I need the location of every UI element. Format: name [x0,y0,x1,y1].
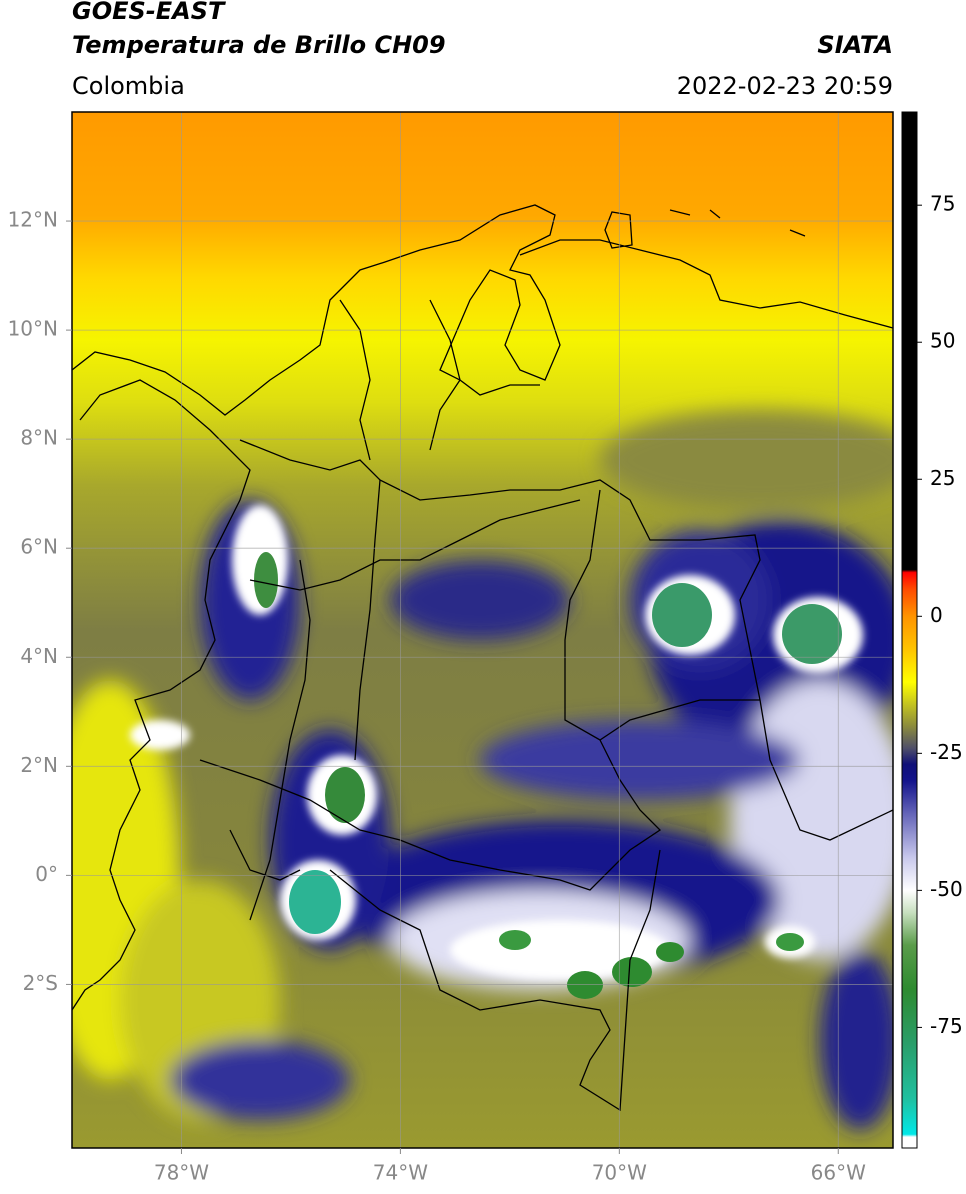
colorbar [902,112,917,1148]
x-tick-label: 66°W [811,1161,866,1185]
colorbar-tick-label: -25 [930,740,963,764]
satellite-image [72,112,893,1148]
colorbar-tick-label: -75 [930,1014,963,1038]
y-tick-label: 2°N [20,753,58,777]
grid [72,112,893,1148]
colorbar-tick-label: 0 [930,603,943,627]
region: Colombia [72,72,185,100]
datetime: 2022-02-23 20:59 [677,72,893,100]
y-tick-label: 12°N [8,208,58,232]
colorbar-tick-label: 75 [930,192,955,216]
title: GOES-EAST [72,0,226,25]
subtitle: Temperatura de Brillo CH09 [72,31,446,59]
y-tick-label: 0° [35,862,58,886]
map-frame [71,111,894,1149]
x-tick-label: 78°W [154,1161,209,1185]
colorbar-frame [901,111,918,1149]
y-tick-label: 8°N [20,426,58,450]
source: SIATA [817,31,893,59]
y-tick-label: 6°N [20,535,58,559]
y-tick-label: 4°N [20,644,58,668]
x-tick-label: 70°W [592,1161,647,1185]
x-tick-label: 74°W [373,1161,428,1185]
colorbar-tick-label: 50 [930,329,955,353]
y-tick-label: 2°S [23,971,58,995]
colorbar-tick-label: -50 [930,877,963,901]
y-tick-label: 10°N [8,317,58,341]
colorbar-tick-label: 25 [930,466,955,490]
